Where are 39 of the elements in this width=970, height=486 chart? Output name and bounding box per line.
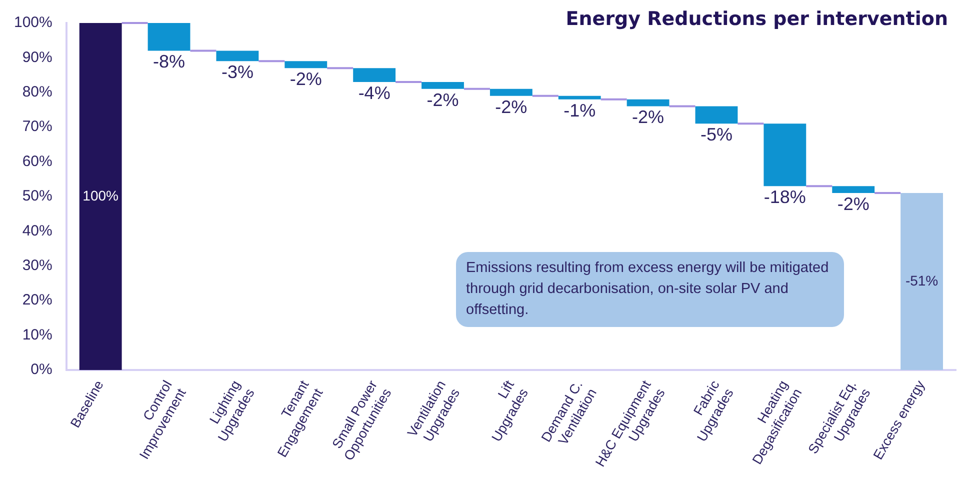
bar [284, 61, 328, 68]
bar [900, 193, 943, 370]
y-tick-label: 40% [22, 222, 52, 240]
data-label: -1% [564, 100, 596, 120]
data-label: -3% [221, 62, 254, 82]
bar [79, 23, 122, 370]
y-tick-label: 80% [22, 84, 52, 101]
data-label: -4% [358, 82, 390, 103]
data-label: -2% [290, 69, 322, 90]
bar [832, 186, 875, 194]
y-tick-label: 100% [14, 14, 52, 32]
data-label: -18% [764, 187, 806, 208]
data-label: -8% [153, 52, 186, 72]
data-label: -2% [495, 96, 528, 117]
annotation: Emissions resulting from excess energy will be mitigated through grid decarbonisation, on-site solar PV and offsetting. [456, 252, 844, 327]
y-tick-label: 0% [30, 361, 52, 378]
y-tick-label: 20% [22, 292, 52, 309]
data-label: -51% [905, 272, 938, 288]
data-label: -2% [632, 107, 664, 128]
bar [216, 50, 259, 62]
y-tick-label: 10% [22, 326, 52, 344]
bar [626, 99, 670, 106]
bar [558, 96, 601, 100]
bar [353, 68, 396, 82]
bar [764, 124, 806, 186]
data-label: -5% [700, 124, 732, 145]
y-tick-label: 90% [22, 48, 52, 66]
data-label: 100% [82, 187, 118, 204]
y-tick-label: 50% [22, 188, 52, 205]
y-tick-label: 70% [22, 118, 52, 136]
bar [148, 23, 190, 51]
bar [695, 106, 738, 124]
y-tick-label: 60% [22, 152, 52, 170]
data-label: -2% [426, 90, 459, 110]
y-tick-label: 30% [22, 257, 52, 274]
data-label: -2% [837, 194, 870, 214]
bar [490, 88, 532, 96]
bar [422, 82, 464, 89]
chart-title: Energy Reductions per intervention [566, 8, 948, 30]
